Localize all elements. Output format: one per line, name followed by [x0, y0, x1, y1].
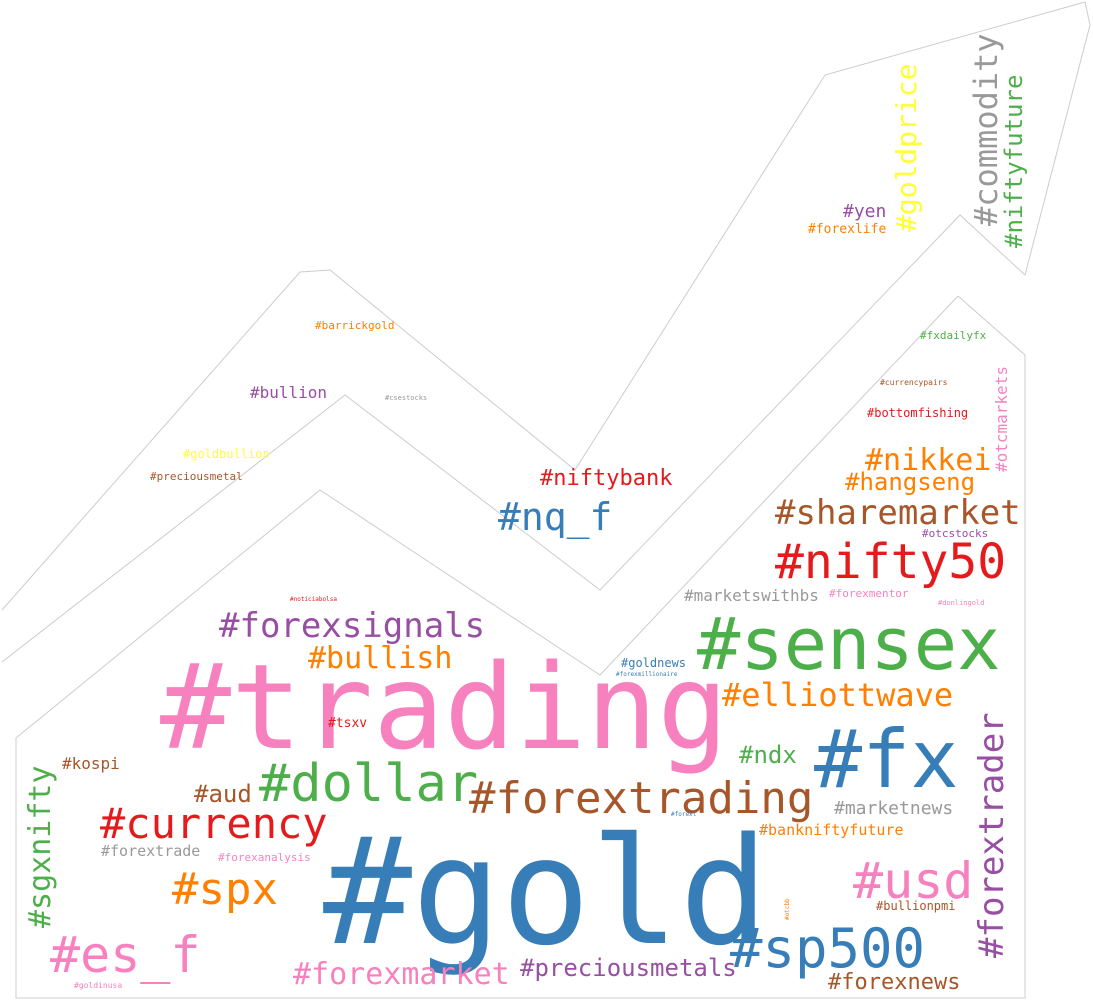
word-es_f: #es_f	[50, 926, 201, 984]
word-forextrade: #forextrade	[101, 842, 201, 860]
word-elliottwave: #elliottwave	[722, 676, 954, 714]
word-hangseng: #hangseng	[845, 468, 976, 496]
word-forexmentor: #forexmentor	[829, 587, 909, 600]
word-goldbullion: #goldbullion	[183, 447, 270, 461]
word-forextrader: #forextrader	[972, 712, 1012, 958]
word-dollar: #dollar	[259, 754, 479, 814]
word-nq_f: #nq_f	[498, 495, 613, 539]
word-sgxnifty: #sgxnifty	[23, 765, 58, 928]
word-preciousmetal: #preciousmetal	[150, 470, 243, 483]
word-forextrading: #forextrading	[469, 773, 814, 824]
word-forexnews: #forexnews	[828, 970, 961, 995]
word-preciousmetals: #preciousmetals	[520, 954, 737, 982]
word-aud: #aud	[194, 780, 252, 808]
word-trading: #trading	[160, 638, 729, 776]
word-nifty50: #nifty50	[775, 534, 1007, 590]
word-marketnews: #marketnews	[834, 798, 954, 819]
word-goldprice: #goldprice	[890, 63, 923, 232]
word-spx: #spx	[172, 864, 278, 915]
word-tsxv: #tsxv	[328, 716, 368, 731]
word-yen: #yen	[843, 201, 887, 222]
word-barrickgold: #barrickgold	[315, 319, 395, 332]
word-bullish: #bullish	[308, 641, 453, 676]
word-sharemarket: #sharemarket	[775, 493, 1021, 533]
word-niftyfuture: #niftyfuture	[1000, 74, 1028, 248]
word-otcmarkets: #otcmarkets	[992, 366, 1011, 472]
word-commodity: #commodity	[967, 33, 1005, 226]
word-noticiabolsa: #noticiabolsa	[290, 596, 337, 603]
word-ndx: #ndx	[739, 741, 797, 769]
word-usd: #usd	[853, 852, 974, 910]
word-forexmillionaire: #forexmillionaire	[616, 671, 678, 678]
word-csestocks: #csestocks	[385, 394, 428, 402]
word-gold: #gold	[323, 806, 769, 978]
word-forexmarket: #forexmarket	[293, 957, 510, 992]
word-goldnews: #goldnews	[621, 656, 687, 670]
word-donlingold: #donlingold	[938, 599, 985, 607]
word-niftybank: #niftybank	[540, 466, 673, 491]
word-marketswithbs: #marketswithbs	[684, 586, 819, 605]
word-kospi: #kospi	[62, 754, 120, 773]
word-currencypairs: #currencypairs	[880, 378, 948, 387]
word-goldinusa: #goldinusa	[74, 981, 123, 990]
word-bottomfishing: #bottomfishing	[867, 406, 969, 420]
word-forexsignals: #forexsignals	[219, 606, 486, 646]
word-forexanalysis: #forexanalysis	[218, 851, 311, 864]
word-bullionpmi: #bullionpmi	[876, 899, 956, 913]
word-otcbb: #otcbb	[784, 898, 791, 920]
word-currency: #currency	[100, 799, 328, 848]
word-fxdailyfx: #fxdailyfx	[920, 329, 987, 342]
word-fx: #fx	[814, 713, 959, 806]
word-forexlife: #forexlife	[808, 222, 887, 237]
word-otcstocks: #otcstocks	[922, 527, 989, 540]
word-bankniftyfuture: #bankniftyfuture	[759, 821, 904, 839]
word-sp500: #sp500	[730, 917, 926, 980]
word-sensex: #sensex	[697, 602, 1001, 686]
word-bullion: #bullion	[250, 383, 328, 402]
word-nikkei: #nikkei	[865, 443, 992, 478]
word-forexl: #forexl	[671, 811, 697, 818]
